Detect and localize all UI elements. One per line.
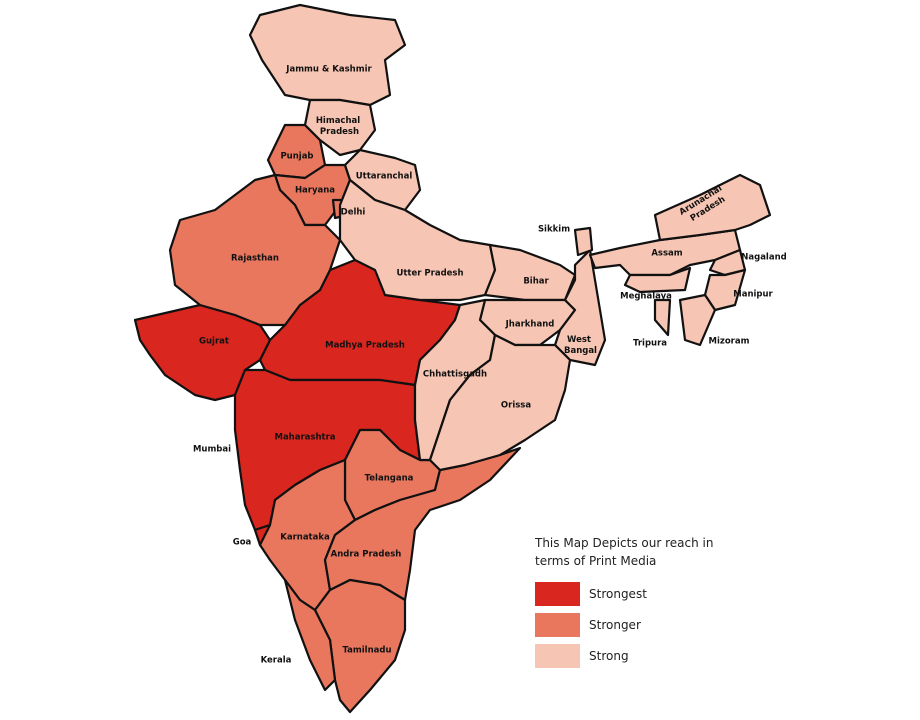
region-label: Utter Pradesh (396, 269, 463, 279)
region-label: Punjab (280, 152, 313, 162)
region (168, 173, 342, 327)
region-label: Maharashtra (274, 433, 335, 443)
region (483, 243, 577, 302)
region-label: Delhi (341, 208, 366, 218)
region-label: Andra Pradesh (331, 550, 402, 560)
region-label: Orissa (501, 401, 531, 411)
legend-label: Strongest (589, 586, 647, 601)
region (573, 226, 594, 257)
legend-swatch (535, 643, 580, 668)
legend-label: Strong (589, 648, 629, 663)
region-label: Mizoram (709, 337, 750, 347)
regions (133, 3, 772, 714)
region-label: Uttaranchal (356, 172, 413, 182)
region (338, 178, 497, 302)
legend-item: Stronger (535, 609, 735, 640)
region-label: Tamilnadu (342, 646, 391, 656)
legend-swatch (535, 581, 580, 606)
region-label: Jammu & Kashmir (285, 65, 372, 75)
city-label: Mumbai (193, 445, 231, 455)
region-label: Tripura (633, 339, 667, 349)
region (248, 3, 407, 107)
region (653, 298, 672, 337)
legend: This Map Depicts our reach in terms of P… (535, 534, 735, 671)
region-label: Manipur (733, 290, 773, 300)
region (283, 578, 337, 692)
region-label: Assam (651, 249, 682, 259)
region (428, 333, 572, 472)
region-label: Nagaland (741, 253, 786, 263)
legend-item: Strongest (535, 578, 735, 609)
region-label: Kerala (261, 656, 292, 666)
region-label: Madhya Pradesh (325, 341, 405, 351)
region-label: Chhattisgadh (423, 370, 487, 380)
region-label: Sikkim (538, 225, 570, 235)
region-label: Himachal Pradesh (316, 116, 360, 137)
region (623, 266, 692, 294)
region (653, 173, 772, 242)
legend-title: This Map Depicts our reach in terms of P… (535, 536, 714, 568)
region-label: West Bangal (561, 335, 597, 356)
region-label: Gujrat (199, 337, 229, 347)
region-label: Meghalaya (620, 292, 672, 302)
region-label: Goa (233, 538, 252, 548)
region-label: Karnataka (280, 533, 330, 543)
region (678, 293, 717, 347)
region-label: Telangana (365, 474, 414, 484)
legend-swatch (535, 612, 580, 637)
region-label: Rajasthan (231, 254, 279, 264)
legend-item: Strong (535, 640, 735, 671)
region-label: Haryana (295, 186, 335, 196)
legend-label: Stronger (589, 617, 641, 632)
region-label: Jharkhand (505, 320, 555, 330)
region-label: Bihar (523, 277, 549, 287)
